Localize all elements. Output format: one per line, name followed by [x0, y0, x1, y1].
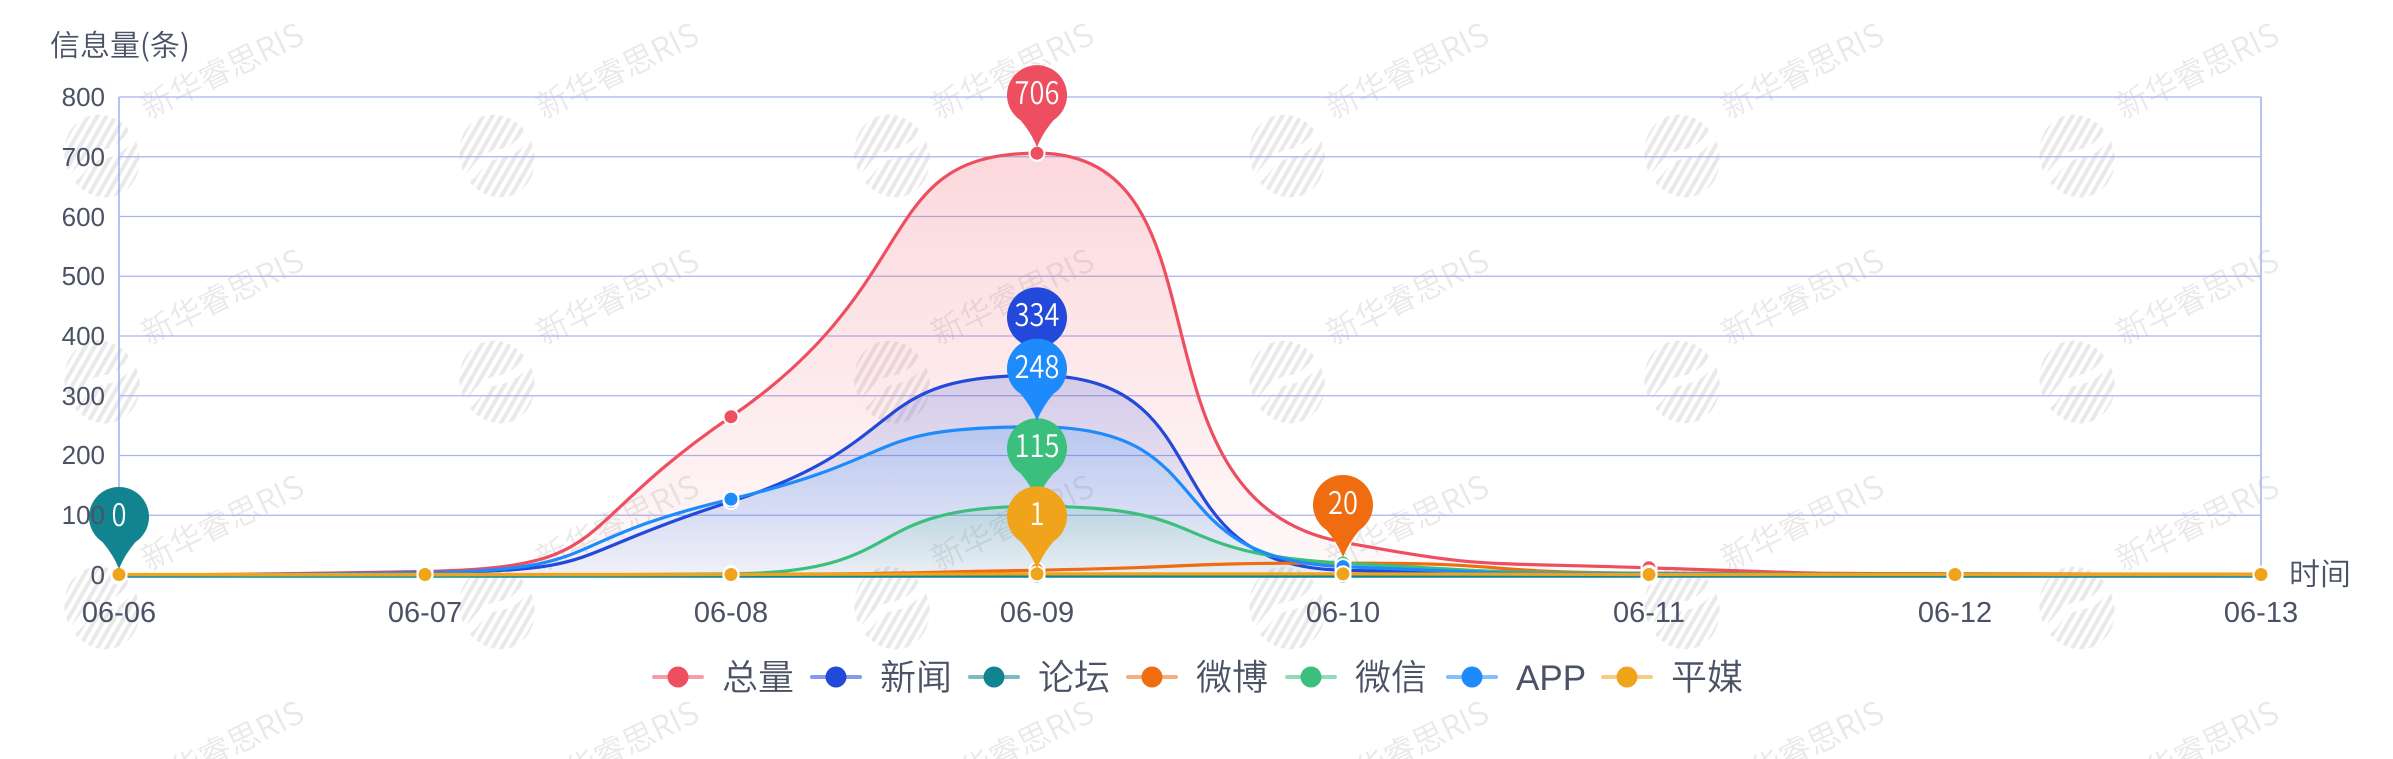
svg-text:06-12: 06-12	[1918, 597, 1992, 629]
svg-text:200: 200	[62, 440, 105, 470]
svg-text:0: 0	[91, 560, 105, 590]
svg-text:700: 700	[62, 142, 105, 172]
svg-text:06-11: 06-11	[1613, 597, 1685, 629]
svg-text:100: 100	[62, 500, 105, 530]
svg-text:APP: APP	[1516, 659, 1586, 698]
svg-text:06-07: 06-07	[388, 597, 462, 629]
svg-text:300: 300	[62, 381, 105, 411]
svg-text:600: 600	[62, 202, 105, 232]
svg-text:500: 500	[62, 261, 105, 291]
svg-text:06-08: 06-08	[694, 597, 768, 629]
svg-text:06-13: 06-13	[2224, 597, 2298, 629]
svg-text:06-09: 06-09	[1000, 597, 1074, 629]
svg-text:800: 800	[62, 82, 105, 112]
svg-text:06-06: 06-06	[82, 597, 156, 629]
svg-text:06-10: 06-10	[1306, 597, 1380, 629]
svg-text:400: 400	[62, 321, 105, 351]
